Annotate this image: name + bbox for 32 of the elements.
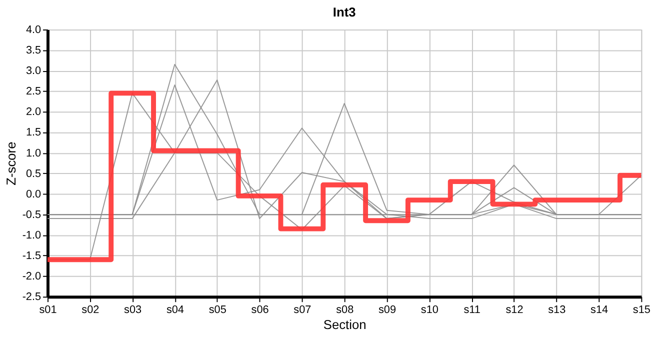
x-tick-label: s15 — [632, 304, 650, 316]
y-tick-label: 0.5 — [26, 168, 42, 180]
y-tick-label: 3.5 — [26, 44, 42, 56]
x-tick-label: s03 — [124, 304, 142, 316]
y-tick-label: 1.0 — [26, 147, 42, 160]
x-axis-title: Section — [323, 316, 366, 332]
x-tick-label: s02 — [82, 304, 100, 316]
x-tick-label: s05 — [208, 304, 226, 316]
y-tick-label: 3.0 — [26, 65, 42, 78]
x-tick-label: s04 — [166, 304, 184, 316]
x-tick-label: s01 — [39, 304, 57, 316]
x-tick-label: s07 — [294, 304, 312, 316]
y-tick-label: -0.5 — [22, 208, 42, 221]
x-tick-label: s11 — [464, 304, 480, 316]
x-tick-label: s12 — [506, 304, 524, 316]
y-tick-label: 0.0 — [26, 188, 42, 200]
x-tick-label: s09 — [378, 304, 396, 316]
y-tick-label: 4.0 — [26, 24, 42, 36]
y-tick-label: -2.5 — [22, 291, 42, 304]
x-tick-label: s13 — [548, 304, 566, 316]
x-tick-label: s10 — [420, 304, 438, 316]
x-tick-label: s06 — [251, 304, 269, 316]
y-tick-label: 2.5 — [26, 86, 42, 98]
y-tick-label: 2.0 — [26, 106, 42, 118]
y-tick-label: -1.5 — [22, 250, 42, 262]
y-tick-label: -1.0 — [22, 229, 42, 242]
y-tick-label: 1.5 — [26, 126, 42, 139]
y-tick-label: -2.0 — [22, 270, 42, 283]
y-axis-title: Z-score — [3, 142, 18, 186]
x-tick-label: s14 — [590, 304, 608, 316]
x-tick-label: s08 — [336, 304, 354, 316]
chart-title: Int3 — [332, 4, 356, 20]
